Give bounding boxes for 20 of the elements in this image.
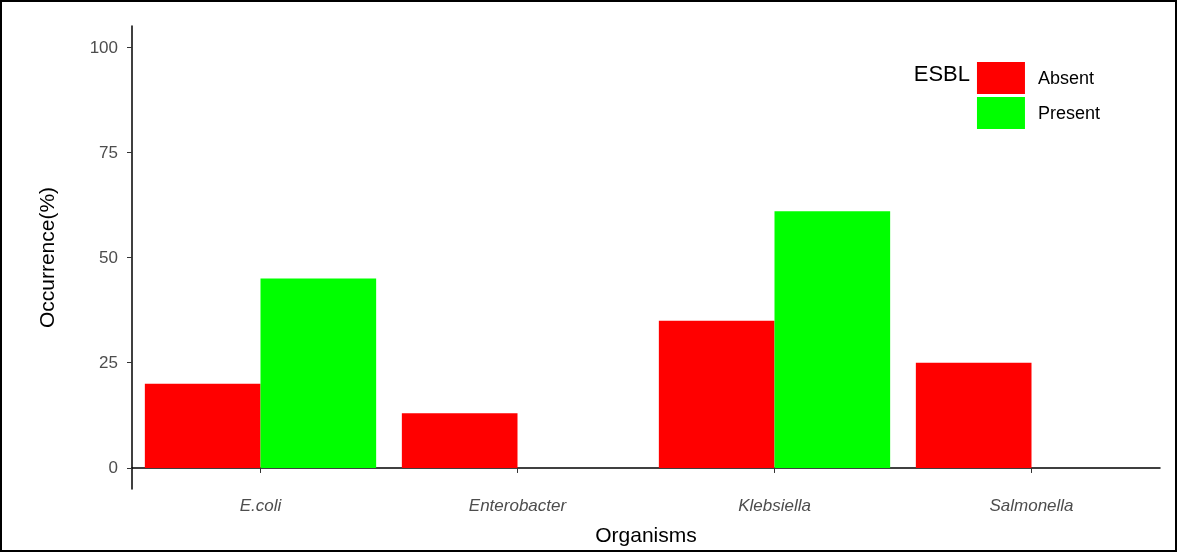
y-tick-label: 75 <box>99 142 118 162</box>
y-axis-title: Occurrence(%) <box>35 186 58 329</box>
bar <box>915 362 1032 468</box>
x-tick-label: E.coli <box>239 496 283 515</box>
bar <box>401 413 518 468</box>
legend-label: Absent <box>1037 68 1095 88</box>
bar <box>658 320 775 468</box>
bar <box>260 278 377 468</box>
bar <box>144 383 261 468</box>
x-tick-label: Salmonella <box>989 496 1074 515</box>
y-tick-label: 0 <box>108 458 118 478</box>
bar <box>774 211 891 468</box>
legend-label: Present <box>1037 103 1101 123</box>
x-tick-label: Enterobacter <box>468 496 568 515</box>
legend-title: ESBL <box>913 60 971 86</box>
y-tick-label: 100 <box>89 37 118 57</box>
x-axis-title: Organisms <box>595 523 697 546</box>
x-tick-label: Klebsiella <box>738 496 811 515</box>
y-tick-label: 25 <box>99 353 118 373</box>
y-tick-label: 50 <box>99 248 118 267</box>
